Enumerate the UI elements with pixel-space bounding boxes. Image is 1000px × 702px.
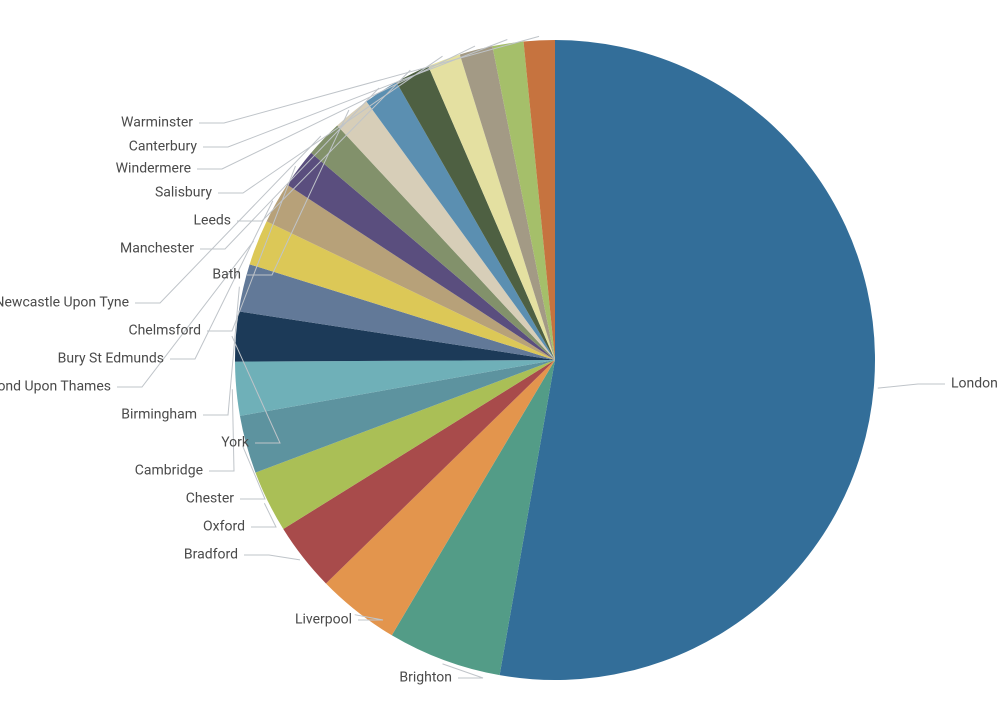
slice-label: Canterbury	[129, 139, 198, 155]
slice-label: Warminster	[121, 115, 193, 131]
slice-label: Oxford	[203, 519, 245, 535]
pie-slices	[235, 40, 875, 680]
leader-line	[244, 555, 300, 560]
slice-label: Newcastle Upon Tyne	[0, 295, 129, 311]
slice-label: Bradford	[184, 547, 238, 563]
slice-label: Birmingham	[121, 407, 197, 423]
slice-label: Bath	[212, 267, 241, 283]
slice-label: Manchester	[120, 241, 194, 257]
leader-line	[209, 389, 234, 471]
slice-label: York	[221, 435, 250, 451]
slice-label: Richmond Upon Thames	[0, 379, 111, 395]
slice-label: Leeds	[193, 213, 231, 229]
slice-label: Bury St Edmunds	[58, 351, 164, 367]
pie-slice	[500, 40, 875, 680]
slice-label: Chelmsford	[128, 323, 201, 339]
slice-label: Chester	[186, 491, 234, 507]
leader-line	[878, 384, 945, 388]
slice-label: Liverpool	[295, 612, 352, 628]
slice-label: Brighton	[399, 670, 452, 686]
slice-label: Cambridge	[135, 463, 203, 479]
slice-label: London	[951, 376, 998, 392]
slice-label: Salisbury	[155, 185, 212, 201]
slice-label: Windermere	[116, 161, 191, 177]
